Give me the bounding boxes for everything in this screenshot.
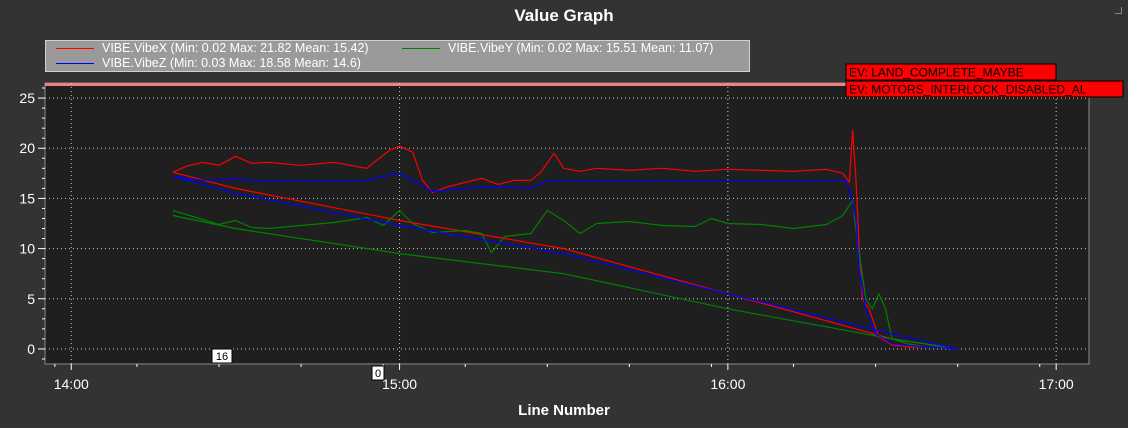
event-label-text: EV: LAND_COMPLETE_MAYBE [849,66,1024,80]
series-line-3 [172,172,959,350]
y-tick-label: 20 [19,140,35,156]
x-tick-label: 16:00 [710,376,745,392]
series-line-2 [172,199,959,350]
legend-item-vibez: VIBE.VibeZ (Min: 0.03 Max: 18.58 Mean: 1… [56,56,361,71]
y-tick-label: 15 [19,190,35,206]
legend: VIBE.VibeX (Min: 0.02 Max: 21.82 Mean: 1… [45,40,750,72]
x-tick-label: 17:00 [1039,376,1074,392]
resize-corner-icon[interactable] [1115,7,1122,14]
legend-item-vibey: VIBE.VibeY (Min: 0.02 Max: 15.51 Mean: 1… [402,41,713,56]
marker-label: 16 [216,351,228,363]
series-line-1 [172,129,959,350]
marker-box[interactable] [211,348,233,364]
y-tick-label: 25 [19,90,35,106]
event-label-text: EV: MOTORS_INTERLOCK_DISABLED_AL [849,83,1087,97]
x-tick-label: 14:00 [54,376,89,392]
marker-box[interactable] [371,365,385,381]
y-tick-label: 0 [27,341,35,357]
x-axis-label: Line Number [518,402,610,419]
legend-item-vibex: VIBE.VibeX (Min: 0.02 Max: 21.82 Mean: 1… [56,41,369,56]
y-tick-label: 10 [19,241,35,257]
legend-swatch-vibex [56,48,94,50]
legend-label-vibez: VIBE.VibeZ (Min: 0.03 Max: 18.58 Mean: 1… [102,56,361,70]
legend-swatch-vibey [402,48,440,50]
chart-title: Value Graph [514,6,614,25]
event-label-box [845,63,1057,81]
y-tick-label: 5 [27,291,35,307]
x-tick-label: 15:00 [382,376,417,392]
legend-label-vibex: VIBE.VibeX (Min: 0.02 Max: 21.82 Mean: 1… [102,41,369,55]
event-label-box [845,80,1124,98]
legend-label-vibey: VIBE.VibeY (Min: 0.02 Max: 15.51 Mean: 1… [448,41,714,55]
marker-label: 0 [375,368,381,380]
event-band [45,83,1089,86]
legend-swatch-vibez [56,63,94,65]
